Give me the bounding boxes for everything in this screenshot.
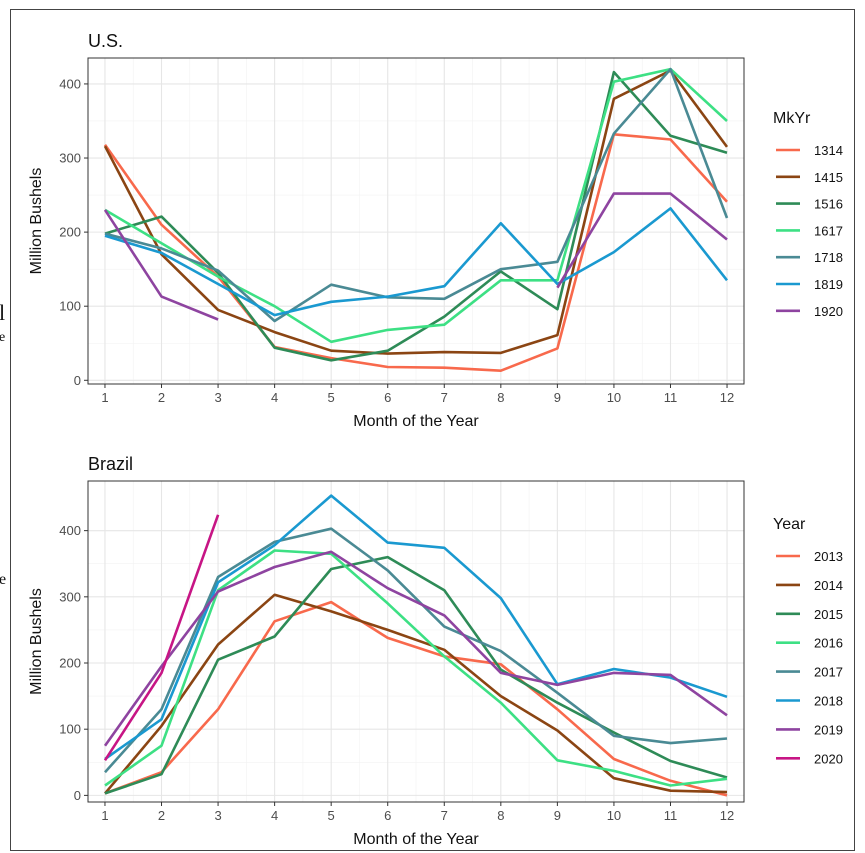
- x-tick-label: 6: [384, 390, 391, 405]
- series-line-1920: [103, 192, 728, 321]
- x-tick-label: 8: [497, 390, 504, 405]
- plot-panel-border: [87, 57, 745, 385]
- x-tick-label: 3: [214, 808, 221, 823]
- x-tick-label: 6: [384, 808, 391, 823]
- series-line-2014: [104, 593, 728, 795]
- series-line-1718: [104, 67, 729, 323]
- x-tick-label: 10: [607, 808, 621, 823]
- x-tick-label: 12: [720, 808, 734, 823]
- legend-label: 2018: [814, 694, 843, 709]
- legend: Year 2013 2014 2015 2016 2017 2018 2019 2020: [773, 516, 843, 766]
- series-line-1415: [103, 69, 729, 355]
- legend-title: Year: [773, 516, 806, 533]
- legend-label: 1718: [814, 250, 843, 265]
- y-tick-label: 100: [59, 722, 81, 737]
- x-tick-label: 12: [720, 390, 734, 405]
- chart-panel: 1 2 3 4 5 6 7 8 9 10 11 120100200300400BrazilMonth …: [28, 454, 843, 848]
- x-tick-label: 4: [271, 390, 278, 405]
- x-tick-label: 4: [271, 808, 278, 823]
- x-tick-label: 1: [101, 808, 108, 823]
- x-tick-label: 3: [214, 390, 221, 405]
- legend-label: 2016: [814, 636, 843, 651]
- legend-label: 1819: [814, 277, 843, 292]
- x-tick-label: 5: [328, 808, 335, 823]
- legend-label: 2019: [814, 722, 843, 737]
- series-line-1617: [104, 67, 728, 344]
- legend-label: 1415: [814, 170, 843, 185]
- y-tick-label: 100: [59, 299, 81, 314]
- x-axis-label: Month of the Year: [353, 831, 479, 848]
- y-tick-label: 0: [74, 788, 81, 803]
- x-tick-label: 9: [554, 390, 561, 405]
- legend-label: 1920: [814, 304, 843, 319]
- legend-label: 2015: [814, 607, 843, 622]
- legend-title: MkYr: [773, 110, 811, 127]
- legend-label: 1516: [814, 197, 843, 212]
- series-line-1819: [104, 207, 729, 317]
- legend-label: 2020: [814, 751, 843, 766]
- x-axis-label: Month of the Year: [353, 413, 479, 430]
- x-tick-label: 2: [158, 808, 165, 823]
- x-tick-label: 9: [554, 808, 561, 823]
- cut-off-text-fragment: e: [0, 330, 6, 345]
- legend-label: 1314: [814, 143, 843, 158]
- legend-label: 2014: [814, 578, 843, 593]
- x-tick-label: 11: [664, 808, 678, 823]
- x-tick-label: 8: [497, 808, 504, 823]
- x-tick-label: 7: [441, 390, 448, 405]
- x-tick-label: 10: [607, 390, 621, 405]
- chart-title: U.S.: [88, 31, 123, 51]
- x-tick-label: 5: [328, 390, 335, 405]
- legend-label: 2017: [814, 665, 843, 680]
- y-tick-label: 200: [59, 656, 81, 671]
- x-tick-label: 11: [664, 390, 678, 405]
- series-line-2019: [103, 550, 728, 747]
- series-line-2020: [103, 514, 220, 762]
- y-tick-label: 0: [74, 373, 81, 388]
- series-line-2017: [104, 527, 728, 774]
- cut-off-text-fragment: e: [0, 571, 7, 588]
- y-tick-label: 400: [59, 523, 81, 538]
- x-tick-label: 7: [441, 808, 448, 823]
- series-line-2016: [104, 549, 728, 787]
- series-line-1516: [104, 70, 728, 362]
- y-axis-label: Million Bushels: [28, 588, 45, 695]
- legend-label: 1617: [814, 223, 843, 238]
- y-tick-label: 200: [59, 225, 81, 240]
- chart-title: Brazil: [88, 454, 133, 474]
- x-tick-label: 1: [101, 390, 108, 405]
- y-tick-label: 300: [59, 151, 81, 166]
- legend: MkYr 1314 1415 1516 1617 1718 1819 1920: [773, 110, 843, 319]
- left-page-edge: l e e: [0, 0, 10, 853]
- series-line-2013: [104, 600, 728, 797]
- y-tick-label: 300: [59, 589, 81, 604]
- cut-off-text-fragment: l: [0, 300, 6, 325]
- x-tick-label: 2: [158, 390, 165, 405]
- y-axis-label: Million Bushels: [28, 168, 45, 275]
- legend-label: 2013: [814, 549, 843, 564]
- plot-panel-border: [87, 480, 745, 803]
- y-tick-label: 400: [59, 76, 81, 91]
